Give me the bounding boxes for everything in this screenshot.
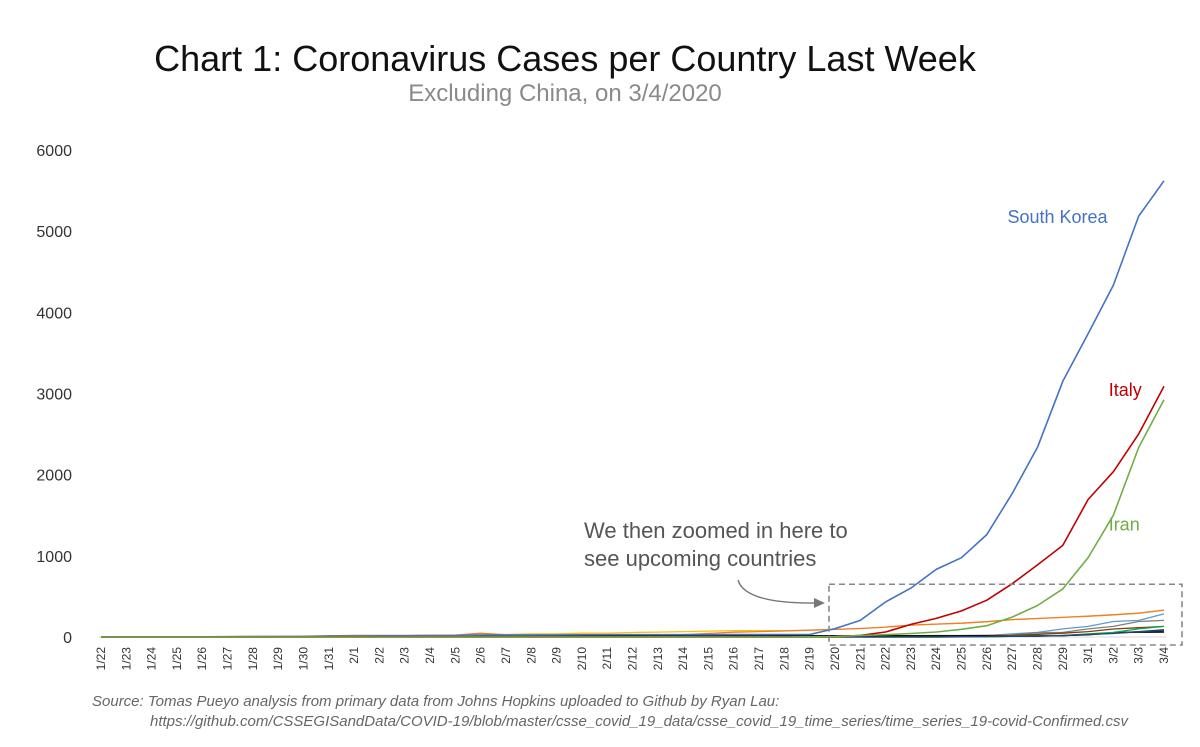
x-tick-label: 2/11 bbox=[600, 647, 614, 670]
series-line-3 bbox=[100, 609, 1165, 638]
x-tick-label: 2/22 bbox=[879, 647, 893, 671]
annotation-arrowhead bbox=[813, 598, 825, 608]
x-tick-label: 1/28 bbox=[246, 647, 260, 671]
x-tick-label: 2/1 bbox=[347, 647, 361, 664]
x-tick-label: 2/8 bbox=[524, 647, 538, 664]
x-tick-label: 2/27 bbox=[1005, 647, 1019, 671]
y-tick-label: 5000 bbox=[36, 224, 72, 241]
x-tick-label: 2/5 bbox=[448, 647, 462, 664]
x-tick-label: 2/17 bbox=[752, 647, 766, 671]
x-tick-label: 1/30 bbox=[296, 647, 310, 671]
x-tick-label: 2/24 bbox=[929, 647, 943, 671]
series-line-italy bbox=[101, 385, 1165, 638]
series-label-iran: Iran bbox=[1109, 515, 1140, 535]
x-tick-label: 2/7 bbox=[499, 647, 513, 664]
x-tick-label: 2/6 bbox=[474, 647, 488, 664]
x-tick-label: 2/10 bbox=[575, 647, 589, 671]
x-tick-label: 3/2 bbox=[1106, 647, 1120, 664]
x-tick-label: 2/12 bbox=[626, 647, 640, 671]
x-tick-label: 3/1 bbox=[1081, 647, 1095, 664]
x-tick-label: 1/24 bbox=[145, 647, 159, 671]
annotation-arrow bbox=[737, 579, 817, 604]
y-tick-label: 4000 bbox=[36, 305, 72, 322]
series-lines bbox=[100, 180, 1165, 638]
series-label-italy: Italy bbox=[1109, 380, 1142, 400]
zoom-annotation: We then zoomed in here to see upcoming c… bbox=[584, 518, 1183, 646]
y-axis: 0 1000 2000 3000 4000 5000 6000 bbox=[36, 143, 72, 647]
x-tick-label: 3/3 bbox=[1132, 647, 1146, 664]
x-tick-label: 2/4 bbox=[423, 647, 437, 664]
x-tick-label: 1/23 bbox=[119, 647, 133, 671]
x-axis: 1/22 1/23 1/24 1/25 1/26 1/27 1/28 1/29 1/30 1/31… bbox=[94, 636, 1171, 671]
y-tick-label: 6000 bbox=[36, 143, 72, 160]
x-tick-label: 3/4 bbox=[1157, 647, 1171, 664]
x-tick-label: 2/16 bbox=[727, 647, 741, 671]
series-line-iran bbox=[101, 399, 1165, 638]
source-note-line-1: Source: Tomas Pueyo analysis from primar… bbox=[92, 693, 780, 710]
x-tick-label: 2/19 bbox=[803, 647, 817, 671]
annotation-line-1: We then zoomed in here to bbox=[584, 518, 848, 543]
chart-subtitle: Excluding China, on 3/4/2020 bbox=[408, 80, 722, 107]
series-label-south-korea: South Korea bbox=[1007, 207, 1108, 227]
series-line-5 bbox=[100, 613, 1165, 638]
y-tick-label: 1000 bbox=[36, 549, 72, 566]
y-tick-label: 3000 bbox=[36, 387, 72, 404]
series-labels: South Korea Italy Iran bbox=[1007, 207, 1141, 535]
x-tick-label: 2/28 bbox=[1030, 647, 1044, 671]
x-tick-label: 2/9 bbox=[550, 647, 564, 664]
x-tick-label: 2/15 bbox=[701, 647, 715, 671]
x-tick-label: 1/27 bbox=[221, 647, 235, 671]
source-note-line-2: https://github.com/CSSEGISandData/COVID-… bbox=[150, 713, 1128, 730]
x-tick-label: 2/14 bbox=[676, 647, 690, 671]
x-tick-label: 2/3 bbox=[398, 647, 412, 664]
x-tick-label: 2/25 bbox=[955, 647, 969, 671]
x-tick-label: 2/21 bbox=[853, 647, 867, 671]
annotation-line-2: see upcoming countries bbox=[584, 546, 816, 571]
x-tick-label: 2/18 bbox=[777, 647, 791, 671]
y-tick-label: 0 bbox=[63, 630, 72, 647]
x-tick-label: 1/29 bbox=[271, 647, 285, 671]
x-tick-label: 2/29 bbox=[1056, 647, 1070, 671]
x-tick-label: 2/13 bbox=[651, 647, 665, 671]
x-tick-label: 1/22 bbox=[94, 647, 108, 671]
x-tick-label: 1/26 bbox=[195, 647, 209, 671]
x-tick-label: 2/26 bbox=[980, 647, 994, 671]
zoom-box bbox=[828, 583, 1183, 646]
x-tick-label: 1/31 bbox=[322, 647, 336, 671]
x-tick-label: 2/2 bbox=[372, 647, 386, 664]
x-tick-label: 1/25 bbox=[170, 647, 184, 671]
x-tick-label: 2/20 bbox=[828, 647, 842, 671]
chart-title: Chart 1: Coronavirus Cases per Country L… bbox=[154, 38, 976, 79]
x-tick-label: 2/23 bbox=[904, 647, 918, 671]
y-tick-label: 2000 bbox=[36, 468, 72, 485]
